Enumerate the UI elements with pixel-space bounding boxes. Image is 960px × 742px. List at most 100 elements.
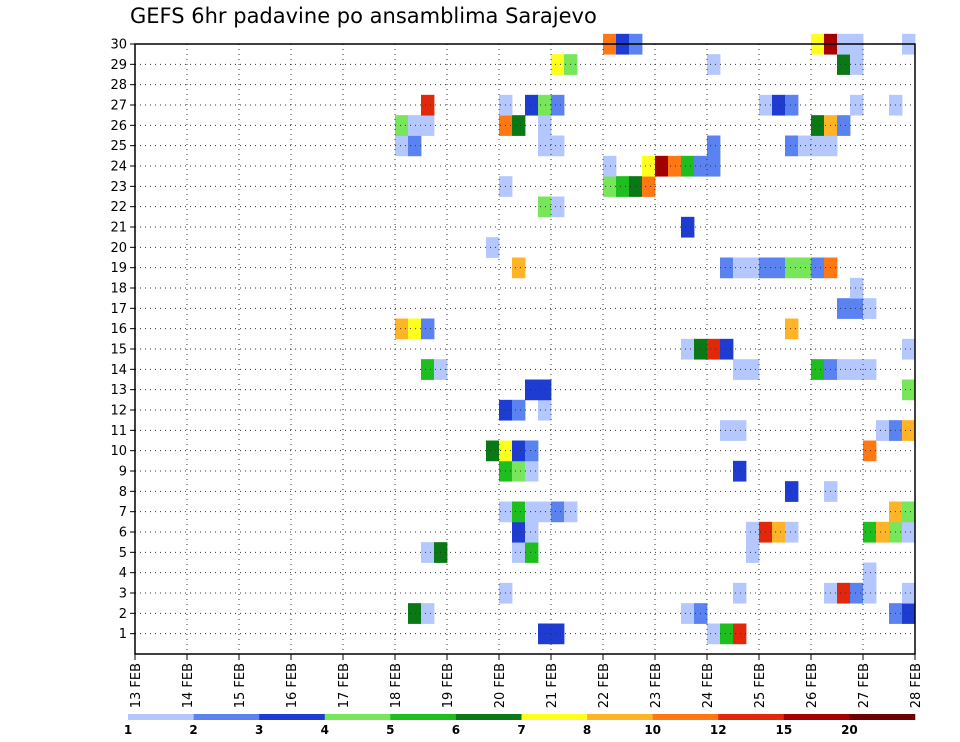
x-tick-label: 24 FEB (701, 663, 716, 708)
y-tick-label: 30 (110, 38, 127, 53)
heatmap-cell (421, 318, 435, 340)
y-tick-label: 5 (119, 546, 127, 561)
heatmap-cell (486, 237, 500, 258)
colorbar-swatch (455, 714, 522, 720)
colorbar-label: 1 (124, 723, 132, 737)
heatmap-cell (512, 521, 526, 543)
heatmap-cell (486, 440, 500, 462)
x-tick-label: 16 FEB (285, 663, 300, 708)
heatmap-cell (720, 623, 734, 645)
heatmap-cell (512, 399, 526, 421)
colorbar: 1 2 3 4 5 6 7 8 10 12 15 20 (124, 714, 916, 737)
colorbar-label: 12 (710, 723, 727, 737)
heatmap-cell (720, 338, 734, 360)
y-tick-label: 7 (119, 505, 127, 520)
heatmap-cell (902, 582, 916, 604)
x-tick-label: 13 FEB (129, 663, 144, 708)
heatmap-cell (902, 338, 916, 360)
x-tick-label: 14 FEB (181, 663, 196, 708)
heatmap-cell (551, 501, 565, 523)
x-tick-label: 15 FEB (233, 663, 248, 708)
y-tick-label: 19 (110, 261, 127, 276)
y-tick-label: 6 (119, 526, 127, 541)
heatmap-cell (551, 94, 565, 116)
y-tick-label: 25 (110, 139, 127, 154)
heatmap-cell (538, 399, 552, 421)
heatmap-cell (421, 542, 435, 563)
heatmap-cell (811, 135, 825, 157)
heatmap-cell (538, 379, 552, 401)
heatmap-cell (733, 359, 747, 380)
heatmap-cell (551, 623, 565, 645)
heatmap-cell (876, 521, 890, 543)
heatmap-cell (798, 257, 812, 279)
colorbar-swatch (652, 714, 719, 720)
y-tick-label: 24 (110, 160, 127, 175)
x-tick-label: 20 FEB (493, 663, 508, 708)
y-tick-label: 14 (110, 363, 127, 378)
colorbar-swatch (390, 714, 457, 720)
heatmap-cell (681, 338, 695, 360)
heatmap-cell (681, 216, 695, 238)
heatmap-cell (512, 501, 526, 523)
heatmap-cell (395, 135, 409, 157)
colorbar-label: 2 (189, 723, 197, 737)
heatmap-cell (512, 460, 526, 482)
heatmap-cell (408, 603, 422, 624)
heatmap-cell (746, 521, 760, 543)
colorbar-label: 15 (775, 723, 792, 737)
y-tick-label: 10 (110, 444, 127, 459)
heatmap-cell (707, 54, 721, 75)
heatmap-cell (720, 257, 734, 279)
grid-lines (135, 44, 915, 654)
heatmap-cell (733, 460, 747, 482)
heatmap-cell (850, 94, 864, 116)
heatmap-cell (837, 359, 851, 380)
heatmap-cell (733, 582, 747, 604)
colorbar-swatch (718, 714, 785, 720)
y-tick-label: 12 (110, 404, 127, 419)
heatmap-cell (525, 440, 539, 462)
x-tick-label: 17 FEB (337, 663, 352, 708)
heatmap-cell (408, 115, 422, 136)
heatmap-cell (512, 440, 526, 462)
heatmap-cell (837, 54, 851, 75)
heatmap-cell (538, 501, 552, 523)
colorbar-swatch (128, 714, 194, 720)
heatmap-cell (408, 318, 422, 340)
y-tick-label: 26 (110, 119, 127, 134)
heatmap-cell (746, 257, 760, 279)
y-tick-label: 16 (110, 322, 127, 337)
heatmap-cell (395, 318, 409, 340)
heatmap-cell (668, 155, 682, 177)
colorbar-label: 8 (583, 723, 591, 737)
heatmap-cell (902, 603, 916, 624)
x-tick-label: 27 FEB (857, 663, 872, 708)
heatmap-cell (746, 542, 760, 563)
colorbar-swatch (521, 714, 588, 720)
heatmap-cell (642, 155, 656, 177)
heatmap-cell (785, 257, 799, 279)
heatmap-cell (525, 542, 539, 563)
heatmap-cell (512, 115, 526, 136)
heatmap-cell (798, 135, 812, 157)
heatmap-cell (603, 155, 617, 177)
y-tick-label: 27 (110, 99, 127, 114)
colorbar-label: 3 (255, 723, 263, 737)
heatmap-cell (850, 298, 864, 319)
heatmap-cell (421, 94, 435, 116)
x-tick-label: 23 FEB (649, 663, 664, 708)
heatmap-cell (746, 359, 760, 380)
heatmap-cell (902, 501, 916, 523)
heatmap-cell (772, 521, 786, 543)
y-tick-label: 29 (110, 58, 127, 73)
heatmap-cell (850, 582, 864, 604)
heatmap-cell (525, 501, 539, 523)
heatmap-cell (863, 359, 877, 380)
heatmap-cell (850, 54, 864, 75)
heatmap-cell (902, 521, 916, 543)
y-tick-label: 4 (119, 566, 127, 581)
heatmap-cell (707, 338, 721, 360)
heatmap-cell (837, 582, 851, 604)
